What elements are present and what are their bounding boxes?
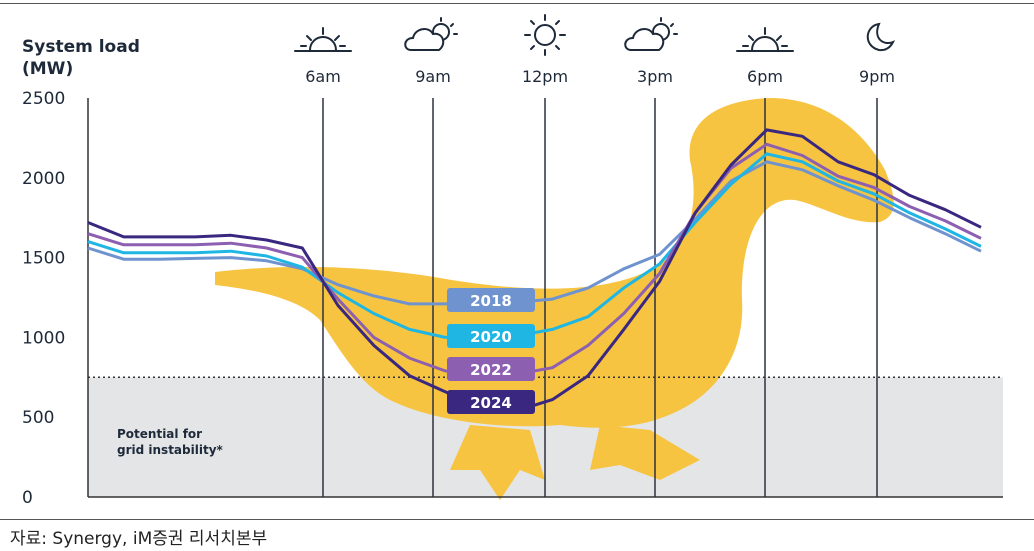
source-note: 자료: Synergy, iM증권 리서치본부 [10, 529, 268, 549]
series-label-box [447, 357, 535, 381]
sun-icon [524, 14, 566, 56]
moon-icon [866, 22, 896, 52]
weather-icons [294, 14, 896, 56]
time-gridlines [322, 98, 878, 497]
y-tick-label: 2000 [22, 169, 65, 189]
time-marker-labels: 6am 9am 12pm 3pm 6pm 9pm [305, 67, 895, 86]
y-tick-labels: 0 500 1000 1500 2000 2500 [22, 89, 65, 508]
time-marker-label: 6pm [747, 67, 783, 86]
instability-label-line-1: Potential for [117, 427, 202, 441]
partly-cloudy-icon [404, 17, 458, 51]
series-label-text: 2022 [470, 361, 512, 379]
series-label-box [447, 324, 535, 348]
y-axis-title-line-1: System load [22, 37, 140, 57]
time-marker-label: 3pm [637, 67, 673, 86]
partly-cloudy-icon [624, 17, 678, 51]
series-label-text: 2024 [470, 394, 512, 412]
top-divider [0, 3, 1034, 4]
y-tick-label: 1000 [22, 328, 65, 348]
series-label-2020: 2020 [447, 324, 535, 348]
series-label-box [447, 390, 535, 414]
y-tick-label: 1500 [22, 249, 65, 269]
sunrise-icon [294, 27, 352, 52]
y-tick-label: 2500 [22, 89, 65, 109]
series-label-text: 2020 [470, 328, 512, 346]
series-label-2022: 2022 [447, 357, 535, 381]
series-label-box [447, 288, 535, 312]
y-tick-label: 0 [22, 488, 33, 508]
bottom-divider [0, 519, 1034, 520]
series-labels: 2018 2020 2022 2024 [447, 288, 535, 414]
series-label-text: 2018 [470, 292, 512, 310]
time-marker-label: 9pm [859, 67, 895, 86]
time-marker-label: 6am [305, 67, 341, 86]
y-axis-title-line-2: (MW) [22, 59, 73, 79]
duck-curve-chart: System load (MW) 0 500 1000 1500 2000 2500 6a… [22, 14, 1003, 508]
instability-label-line-2: grid instability* [117, 443, 224, 457]
y-tick-label: 500 [22, 408, 54, 428]
sunset-icon [736, 27, 794, 52]
time-marker-label: 12pm [522, 67, 568, 86]
time-marker-label: 9am [415, 67, 451, 86]
series-label-2018: 2018 [447, 288, 535, 312]
series-label-2024: 2024 [447, 390, 535, 414]
